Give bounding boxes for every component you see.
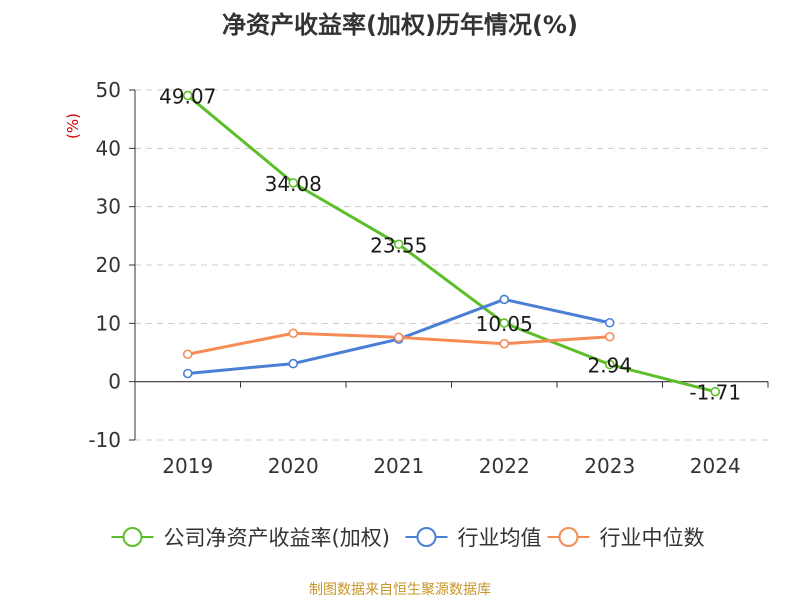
data-point (182, 349, 193, 360)
data-labels: 49.07 34.08 23.55 10.05 2.94 -1.71 (159, 84, 741, 404)
series-2 (182, 328, 615, 360)
data-point (499, 338, 510, 349)
chart-title: 净资产收益率(加权)历年情况(%) (222, 11, 578, 39)
data-point (604, 317, 615, 328)
data-point (182, 90, 193, 101)
y-tick-label: 20 (96, 253, 121, 277)
series-lines (182, 90, 721, 397)
series-line (186, 94, 716, 394)
x-tick-label: 2022 (479, 454, 530, 478)
x-tick-label: 2019 (162, 454, 213, 478)
x-tick-label: 2020 (268, 454, 319, 478)
data-point (182, 368, 193, 379)
x-tick-label: 2021 (373, 454, 424, 478)
legend-item-0: 公司净资产收益率(加权) (111, 526, 390, 550)
x-tick-label: 2024 (690, 454, 741, 478)
data-label: 2.94 (587, 354, 632, 378)
data-label: 49.07 (159, 84, 216, 108)
data-point (393, 239, 404, 250)
data-point (499, 294, 510, 305)
x-tick-label: 2023 (584, 454, 635, 478)
data-label: 23.55 (370, 233, 427, 257)
data-label: 10.05 (476, 312, 533, 336)
data-point (710, 386, 721, 397)
data-point (604, 331, 615, 342)
legend-label: 公司净资产收益率(加权) (164, 526, 390, 550)
y-tick-label: 40 (96, 136, 121, 160)
data-point (393, 332, 404, 343)
legend-label: 行业均值 (458, 526, 542, 550)
y-tick-label: 10 (96, 311, 121, 335)
data-label: -1.71 (689, 381, 741, 405)
series-0 (182, 90, 721, 397)
legend-label: 行业中位数 (600, 526, 705, 550)
legend-item-2: 行业中位数 (547, 526, 705, 550)
data-label: 34.08 (265, 172, 322, 196)
legend-marker (122, 527, 143, 547)
data-point (604, 359, 615, 370)
legend-item-1: 行业均值 (405, 526, 542, 550)
axes: -10 0 10 20 30 40 50 2019 2020 2021 2022 2023 2024 (88, 78, 769, 478)
data-point (288, 178, 299, 188)
data-point (288, 328, 299, 339)
legend: 公司净资产收益率(加权) 行业均值 行业中位数 (111, 526, 705, 550)
data-point (288, 358, 299, 369)
y-axis-unit-label: (%) (64, 113, 82, 139)
y-tick-label: 0 (108, 370, 121, 394)
data-source-note: 制图数据来自恒生聚源数据库 (309, 582, 491, 598)
data-point (499, 318, 510, 328)
y-tick-label: -10 (88, 428, 121, 452)
y-tick-label: 50 (96, 78, 121, 102)
y-tick-label: 30 (96, 195, 121, 219)
legend-marker (558, 527, 579, 547)
legend-marker (416, 527, 437, 547)
